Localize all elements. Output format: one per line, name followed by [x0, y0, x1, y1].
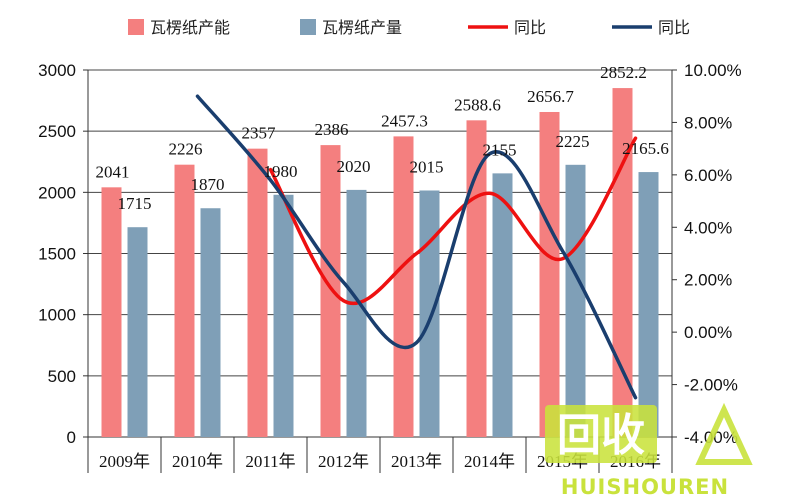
data-label-output: 1980 — [264, 162, 298, 181]
bar-output — [419, 190, 440, 437]
y-right-tick-label: 10.00% — [684, 61, 742, 80]
y-left-tick-label: 1000 — [38, 306, 76, 325]
y-right-tick-label: 2.00% — [684, 271, 732, 290]
bar-output — [346, 189, 367, 437]
bar-capacity — [539, 111, 560, 437]
data-label-output: 2020 — [337, 157, 371, 176]
x-tick-label: 2009年 — [99, 452, 150, 471]
bar-capacity — [101, 187, 122, 437]
y-right-tick-label: 8.00% — [684, 113, 732, 132]
line-series-navy — [195, 94, 638, 400]
bars — [101, 88, 659, 437]
y-right-tick-label: 0.00% — [684, 323, 732, 342]
x-tick-label: 2014年 — [464, 452, 515, 471]
bar-output — [273, 194, 294, 437]
bar-capacity — [393, 136, 414, 437]
bar-capacity — [466, 120, 487, 437]
legend-label: 瓦楞纸产能 — [150, 18, 230, 37]
bar-capacity — [247, 148, 268, 437]
data-label-capacity: 2457.3 — [381, 111, 428, 130]
data-label-capacity: 2357 — [242, 124, 277, 143]
data-label-capacity: 2386 — [315, 120, 349, 139]
data-label-output: 2165.6 — [622, 139, 669, 158]
x-tick-label: 2012年 — [318, 452, 369, 471]
bar-output — [127, 227, 148, 437]
data-labels: 2041 2226 2357 2386 2457.3 2588.6 2656.7 2852.2… — [96, 63, 669, 213]
data-label-capacity: 2852.2 — [600, 63, 647, 82]
y-right-tick-label: -2.00% — [684, 376, 738, 395]
data-label-capacity: 2041 — [96, 162, 130, 181]
data-label-capacity: 2588.6 — [454, 95, 501, 114]
y-left-tick-label: 1500 — [38, 245, 76, 264]
watermark-text: 回收 — [557, 410, 645, 461]
watermark-logo-icon — [695, 402, 753, 465]
y-right-tick-label: 4.00% — [684, 218, 732, 237]
bar-output — [492, 173, 513, 437]
y-left-tick-label: 2500 — [38, 122, 76, 141]
legend-swatch — [128, 19, 144, 35]
y-right-tick-label: 6.00% — [684, 166, 732, 185]
y-left-tick-label: 0 — [67, 428, 76, 447]
legend-label: 瓦楞纸产量 — [322, 18, 402, 37]
bar-output — [565, 164, 586, 437]
bar-output — [638, 172, 659, 437]
legend-label: 同比 — [658, 18, 690, 37]
data-label-output: 2015 — [410, 157, 444, 176]
y-left-tick-label: 3000 — [38, 61, 76, 80]
y-left-tick-label: 500 — [48, 367, 76, 386]
data-label-output: 2155 — [483, 140, 517, 159]
data-label-output: 1715 — [118, 194, 152, 213]
watermark: 回收 HUISHOUREN — [545, 402, 753, 499]
data-label-output: 2225 — [556, 132, 590, 151]
watermark-subtext: HUISHOUREN — [561, 475, 729, 499]
legend-label: 同比 — [514, 18, 546, 37]
legend: 瓦楞纸产能 瓦楞纸产量 同比 同比 — [128, 18, 690, 37]
x-tick-label: 2011年 — [245, 452, 295, 471]
bar-output — [200, 208, 221, 437]
legend-swatch — [300, 19, 316, 35]
data-label-output: 1870 — [191, 175, 225, 194]
bar-capacity — [320, 145, 341, 437]
bar-capacity — [174, 164, 195, 437]
lines — [195, 94, 638, 400]
data-label-capacity: 2226 — [169, 140, 203, 159]
x-tick-label: 2010年 — [172, 452, 223, 471]
watermark-badge — [545, 405, 657, 463]
x-tick-label: 2013年 — [391, 452, 442, 471]
data-label-capacity: 2656.7 — [527, 87, 574, 106]
y-left-tick-label: 2000 — [38, 183, 76, 202]
line-series-red — [268, 136, 638, 305]
